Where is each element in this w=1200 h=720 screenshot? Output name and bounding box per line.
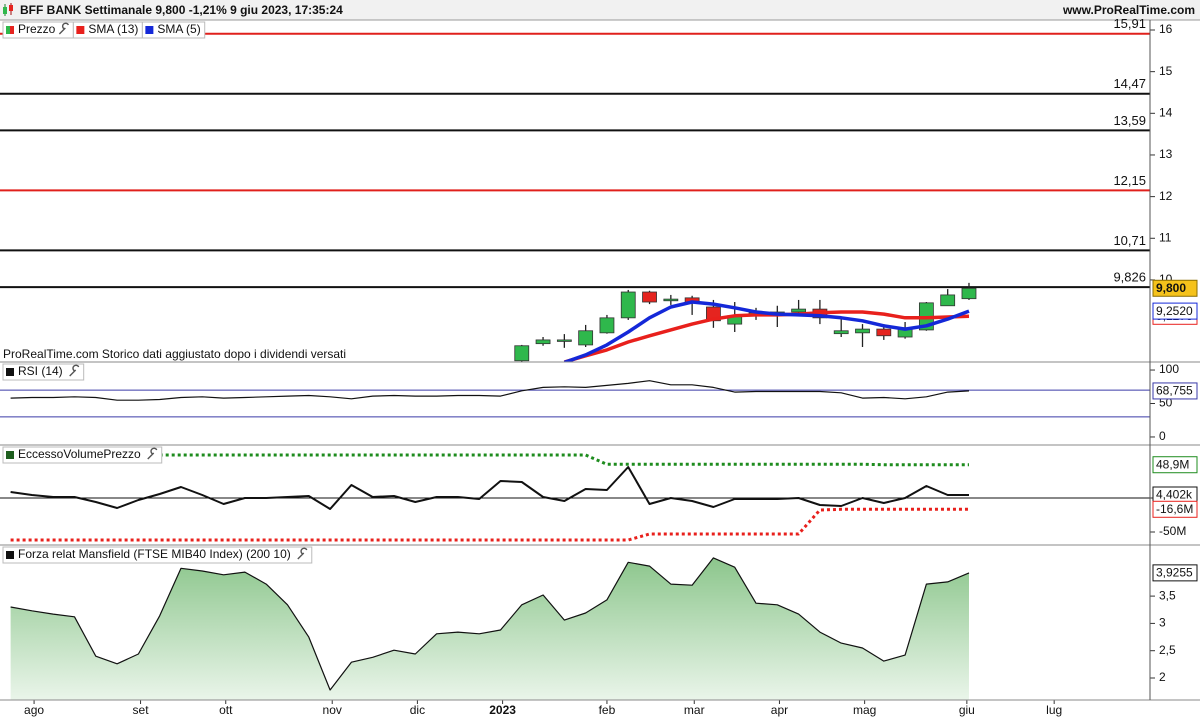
x-tick-label: nov <box>323 703 342 717</box>
candle-body <box>833 330 849 335</box>
series-line <box>563 310 970 362</box>
candle-body <box>535 339 551 345</box>
level-label: 10,71 <box>1113 233 1146 248</box>
level-label: 9,826 <box>1113 270 1146 285</box>
candle-body <box>940 294 956 307</box>
panel-title-box <box>2 446 163 464</box>
candle-body <box>578 330 594 346</box>
settings-icon[interactable] <box>297 547 308 560</box>
candle-body <box>961 287 977 300</box>
y-tick-label: 16 <box>1159 22 1173 36</box>
panel-title: RSI (14) <box>18 364 63 378</box>
panel-3 <box>10 557 970 700</box>
series-line <box>10 380 970 401</box>
panel-title: EccessoVolumePrezzo <box>18 447 141 461</box>
level-label: 14,47 <box>1113 76 1146 91</box>
candle-body <box>556 339 572 342</box>
series-line <box>10 557 970 691</box>
y-tick-label: 0 <box>1159 429 1166 443</box>
panel-2 <box>0 453 1150 542</box>
y-tick-label: 14 <box>1159 105 1173 119</box>
candle-body <box>514 345 530 362</box>
y-tick-label: 11 <box>1159 230 1172 244</box>
panel-title: Forza relat Mansfield (FTSE MIB40 Index)… <box>18 547 291 561</box>
x-tick-label: mar <box>684 703 705 717</box>
legend-swatch <box>76 26 85 34</box>
panel-0 <box>0 32 1150 362</box>
legend-box <box>141 21 206 39</box>
x-tick-label: ott <box>219 703 233 717</box>
header-site[interactable]: www.ProRealTime.com <box>1062 3 1195 17</box>
candle-body <box>876 328 892 337</box>
y-tick-label: 100 <box>1159 362 1179 376</box>
value-label-box <box>1152 456 1198 474</box>
candle-body <box>855 328 870 334</box>
legend-label: Prezzo <box>18 22 56 36</box>
value-label-box <box>1152 382 1198 400</box>
legend-label: SMA (13) <box>88 22 138 36</box>
series-line <box>10 507 969 542</box>
y-tick-label: 12 <box>1159 189 1173 203</box>
legend-swatch <box>10 26 14 34</box>
value-label: 3,9255 <box>1156 566 1193 580</box>
candle-body <box>642 291 657 303</box>
series-line <box>563 300 970 362</box>
candle-body <box>599 317 615 334</box>
x-tick-label: feb <box>599 703 616 717</box>
panel-1 <box>0 380 1150 418</box>
x-tick-label: ago <box>24 703 44 717</box>
panel-swatch <box>6 451 14 459</box>
value-label: 48,9M <box>1156 457 1189 471</box>
legend-swatch <box>145 26 154 34</box>
y-tick-label: 3 <box>1159 616 1166 630</box>
value-label: 4,402k <box>1156 488 1193 502</box>
value-label: -16,6M <box>1156 502 1193 516</box>
y-tick-label: 3,5 <box>1159 588 1176 602</box>
candle-body <box>791 308 807 313</box>
value-label: 68,755 <box>1156 384 1193 398</box>
y-tick-label: 13 <box>1159 147 1173 161</box>
series-line <box>10 466 969 510</box>
value-label: 9,2520 <box>1156 304 1193 318</box>
level-label: 12,15 <box>1113 173 1146 188</box>
x-tick-label: set <box>133 703 150 717</box>
y-tick-label: 2,5 <box>1159 643 1176 657</box>
level-label: 13,59 <box>1113 113 1146 128</box>
area-fill <box>10 557 970 700</box>
x-tick-label: lug <box>1046 703 1062 717</box>
settings-icon[interactable] <box>147 447 158 460</box>
x-tick-label: dic <box>410 703 425 717</box>
panel-title-box <box>2 363 85 381</box>
x-tick-label: 2023 <box>489 703 516 717</box>
x-tick-label: apr <box>771 703 788 717</box>
value-label-box <box>1152 302 1198 320</box>
level-label: 15,91 <box>1113 16 1146 31</box>
settings-icon[interactable] <box>58 22 69 35</box>
candle-body <box>663 298 679 302</box>
series-line <box>159 453 969 467</box>
panel-swatch <box>6 368 14 376</box>
y-tick-label: -50M <box>1159 524 1186 538</box>
y-tick-label: 2 <box>1159 670 1166 684</box>
settings-icon[interactable] <box>69 364 80 377</box>
panel-swatch <box>6 551 14 559</box>
value-label: 9,800 <box>1156 281 1186 295</box>
value-label-box <box>1152 564 1198 582</box>
legend-label: SMA (5) <box>157 22 200 36</box>
header-bar <box>0 0 1200 20</box>
value-label-box <box>1152 279 1198 297</box>
x-tick-label: mag <box>853 703 876 717</box>
x-tick-label: giu <box>959 703 975 717</box>
header-title: BFF BANK Settimanale 9,800 -1,21% 9 giu … <box>20 3 343 17</box>
chart-note: ProRealTime.com Storico dati aggiustato … <box>3 347 346 361</box>
candle-body <box>620 291 636 319</box>
y-tick-label: 15 <box>1159 64 1173 78</box>
legend-swatch <box>6 26 10 34</box>
panel-title-box <box>2 546 313 564</box>
value-label-box <box>1152 500 1198 518</box>
app-icon <box>3 3 13 16</box>
